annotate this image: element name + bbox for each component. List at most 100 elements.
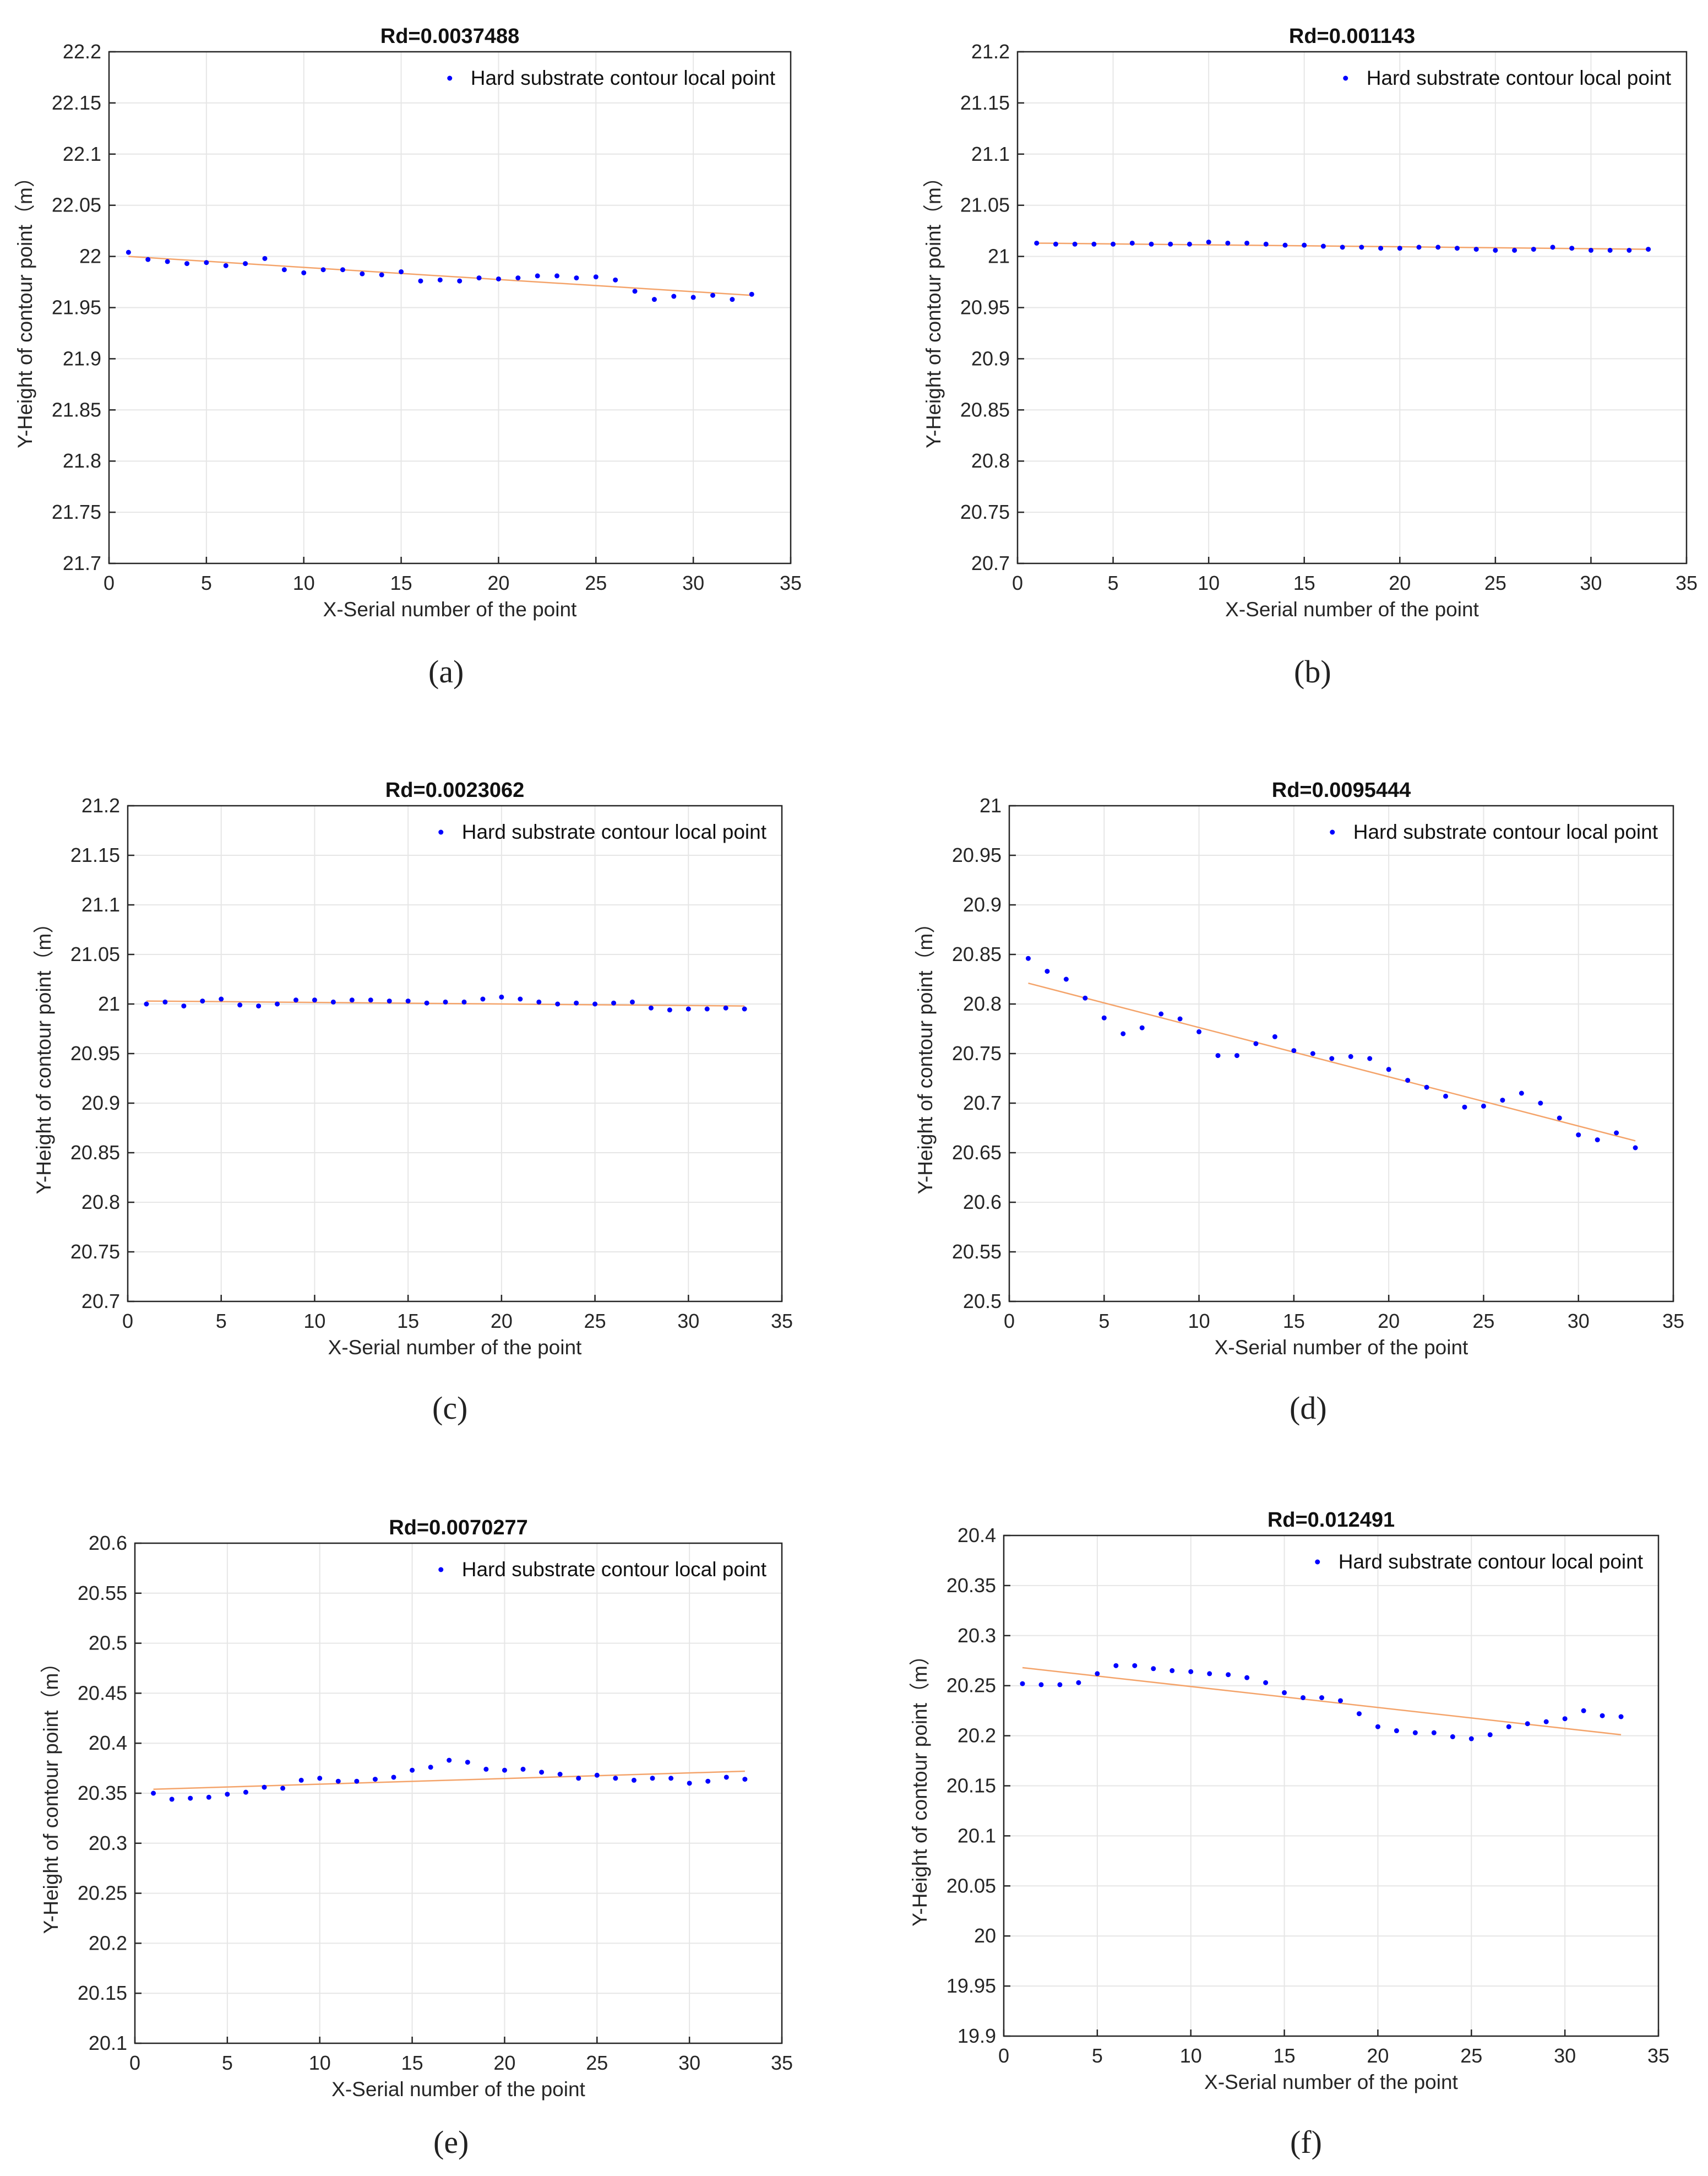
- data-point: [219, 996, 224, 1002]
- y-tick-label: 22: [79, 245, 101, 268]
- x-tick-label: 20: [491, 1310, 513, 1332]
- data-point: [1158, 1011, 1164, 1017]
- data-point: [1320, 243, 1326, 249]
- y-tick-label: 20.85: [960, 398, 1010, 421]
- data-point: [1053, 241, 1058, 247]
- data-point: [204, 260, 209, 265]
- y-tick-label: 20.1: [958, 1824, 996, 1847]
- data-point: [574, 1000, 579, 1006]
- data-point: [1431, 1730, 1437, 1735]
- legend-marker: [1343, 75, 1348, 81]
- data-point: [1424, 1084, 1429, 1090]
- y-tick-label: 20.75: [70, 1240, 120, 1263]
- data-point: [1550, 245, 1555, 250]
- y-tick-label: 21.05: [960, 194, 1010, 216]
- data-point: [574, 275, 579, 281]
- fit-line: [153, 1770, 745, 1790]
- data-point: [1493, 247, 1498, 253]
- y-tick-label: 20.8: [963, 992, 1002, 1015]
- data-point: [1020, 1681, 1025, 1686]
- fit-line: [1028, 982, 1636, 1142]
- y-tick-label: 21.95: [52, 296, 101, 319]
- data-point: [1386, 1067, 1391, 1072]
- data-point: [1450, 1734, 1455, 1739]
- data-point: [225, 1792, 230, 1797]
- data-point: [335, 1778, 341, 1784]
- x-tick-label: 5: [201, 572, 212, 594]
- data-point: [631, 1777, 637, 1783]
- data-point: [1207, 1671, 1212, 1676]
- y-tick-label: 20.9: [971, 347, 1010, 370]
- panel-caption: (f): [1290, 2124, 1322, 2160]
- data-point: [1356, 1711, 1362, 1717]
- y-tick-label: 20.25: [78, 1882, 127, 1904]
- data-point: [593, 274, 599, 280]
- y-tick-label: 20.55: [78, 1582, 127, 1604]
- data-point: [1359, 245, 1364, 250]
- x-tick-label: 5: [1098, 1310, 1109, 1332]
- data-point: [1120, 1031, 1126, 1037]
- data-point: [555, 1001, 561, 1007]
- data-point: [539, 1770, 545, 1775]
- y-tick-label: 21.9: [63, 347, 101, 370]
- data-point: [1525, 1721, 1530, 1727]
- x-tick-label: 20: [1389, 572, 1411, 594]
- x-tick-label: 25: [1484, 572, 1506, 594]
- y-tick-label: 20.95: [70, 1042, 120, 1065]
- data-point: [723, 1005, 728, 1011]
- data-point: [312, 997, 317, 1003]
- data-point: [1226, 1672, 1231, 1678]
- y-tick-label: 20.95: [960, 296, 1010, 319]
- data-point: [686, 1006, 691, 1012]
- data-point: [165, 259, 170, 264]
- y-tick-label: 21: [980, 794, 1002, 817]
- data-point: [1095, 1671, 1100, 1676]
- data-point: [1454, 246, 1460, 251]
- data-point: [1512, 247, 1517, 253]
- data-point: [461, 999, 467, 1005]
- data-point: [1057, 1682, 1063, 1687]
- data-point: [317, 1776, 323, 1781]
- data-point: [613, 1776, 618, 1781]
- data-point: [1481, 1103, 1486, 1109]
- x-tick-label: 30: [682, 572, 704, 594]
- x-tick-label: 15: [401, 2052, 423, 2074]
- data-point: [1196, 1029, 1202, 1034]
- y-tick-label: 21.05: [70, 943, 120, 965]
- y-tick-label: 22.05: [52, 194, 101, 216]
- data-point: [184, 261, 189, 267]
- data-point: [1329, 1056, 1335, 1061]
- data-point: [126, 249, 131, 255]
- data-point: [418, 278, 423, 284]
- x-tick-label: 35: [1676, 572, 1698, 594]
- x-axis-label: X-Serial number of the point: [331, 2078, 585, 2101]
- y-tick-label: 20.95: [952, 844, 1002, 866]
- x-tick-label: 0: [1004, 1310, 1015, 1332]
- data-point: [1282, 242, 1288, 248]
- y-tick-label: 20.8: [971, 449, 1010, 472]
- data-point: [1543, 1719, 1549, 1724]
- data-point: [1234, 1053, 1239, 1059]
- y-axis-label: Y-Height of contour point（m）: [32, 913, 55, 1195]
- y-tick-label: 20.5: [963, 1290, 1002, 1312]
- chart-title: Rd=0.0095444: [1272, 779, 1411, 802]
- data-point: [1600, 1713, 1605, 1718]
- data-point: [1519, 1090, 1524, 1096]
- data-point: [1301, 1695, 1306, 1701]
- data-point: [1225, 240, 1231, 246]
- y-axis-label: Y-Height of contour point（m）: [909, 1645, 931, 1927]
- legend-marker: [1315, 1559, 1320, 1565]
- data-point: [1045, 969, 1050, 974]
- data-point: [749, 291, 754, 297]
- data-point: [1340, 245, 1345, 250]
- x-tick-label: 35: [780, 572, 802, 594]
- data-point: [1633, 1145, 1638, 1151]
- chart-title: Rd=0.0070277: [389, 1516, 527, 1539]
- data-point: [280, 1786, 286, 1791]
- y-tick-label: 21.8: [63, 449, 101, 472]
- y-tick-label: 20: [974, 1924, 996, 1947]
- panel-caption: (b): [1294, 654, 1331, 690]
- data-point: [428, 1765, 433, 1770]
- data-point: [1244, 1675, 1250, 1680]
